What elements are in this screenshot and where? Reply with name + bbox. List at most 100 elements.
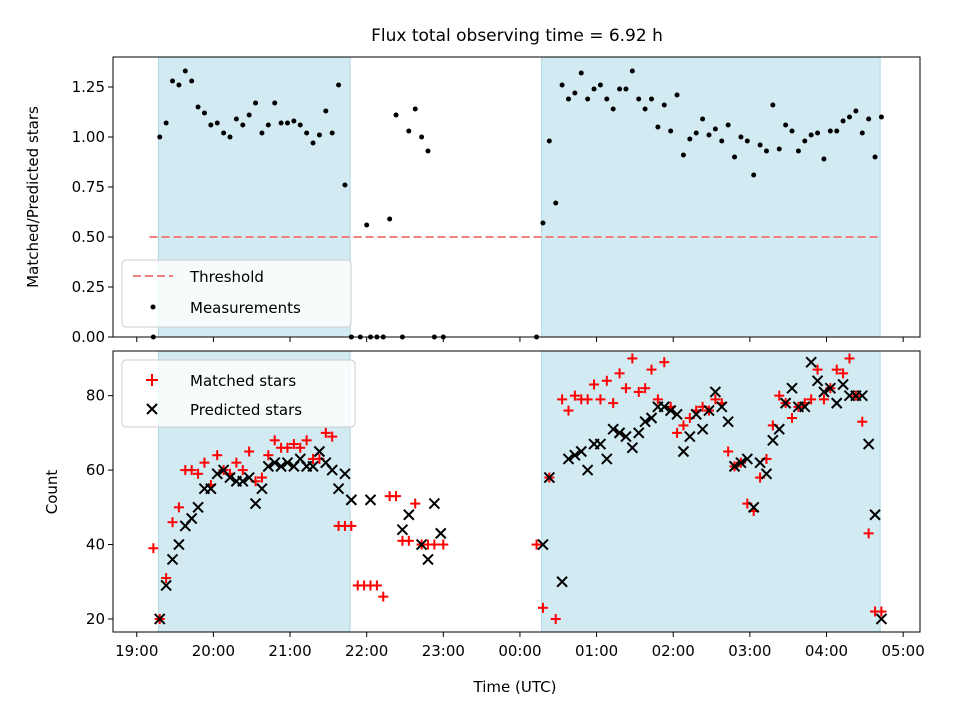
y-tick-label: 0.00: [72, 328, 105, 346]
measurement-point: [693, 130, 699, 136]
matched-star-point: [167, 517, 178, 528]
measurement-point: [253, 100, 259, 106]
measurement-point: [846, 114, 852, 120]
predicted-star-point: [543, 471, 556, 484]
measurement-point: [406, 128, 412, 134]
x-tick-label: 01:00: [575, 642, 618, 660]
bottom-y-axis-label: Count: [43, 470, 61, 515]
matched-star-point: [531, 539, 542, 550]
predicted-star-point: [779, 397, 792, 409]
matched-star-point: [710, 394, 721, 405]
predicted-star-point: [722, 416, 734, 428]
predicted-star-point: [716, 401, 728, 413]
measurement-point: [866, 116, 872, 122]
y-tick-label: 0.25: [72, 278, 105, 296]
matched-star-point: [646, 364, 657, 375]
y-tick-label: 60: [86, 461, 105, 479]
measurement-point: [342, 182, 348, 188]
top-y-axis-label: Matched/Predicted stars: [24, 106, 42, 288]
predicted-star-points: [154, 356, 888, 625]
measurement-point: [757, 142, 763, 148]
matched-star-point: [186, 465, 197, 476]
measurement-point: [559, 82, 565, 88]
measurement-point: [419, 134, 425, 140]
matched-star-point: [595, 394, 606, 405]
predicted-star-point: [307, 460, 319, 473]
matched-star-point: [537, 602, 548, 613]
measurement-point: [182, 68, 188, 74]
bottom-x-ticks: 19:00 20:00 21:00 22:00 23:00 00:00 01:00 02:00…: [115, 632, 925, 660]
matched-star-point: [256, 472, 267, 483]
predicted-star-point: [281, 456, 294, 469]
predicted-star-point: [192, 501, 204, 514]
x-tick-label: 03:00: [728, 642, 771, 660]
matched-star-point: [838, 368, 849, 379]
predicted-star-point: [645, 412, 658, 424]
measurement-point: [170, 78, 176, 84]
matched-star-point: [678, 420, 689, 431]
predicted-star-point: [268, 456, 281, 469]
measurement-point: [808, 132, 814, 138]
x-axis-label: Time (UTC): [473, 678, 557, 696]
matched-star-point: [244, 446, 255, 457]
matched-star-point: [818, 394, 829, 405]
matched-star-point: [320, 427, 331, 438]
matched-star-point: [173, 502, 184, 513]
predicted-star-point: [741, 453, 754, 465]
matched-star-point: [231, 457, 242, 468]
predicted-star-point: [415, 538, 428, 551]
y-tick-label: 80: [86, 387, 105, 405]
measurement-point: [304, 130, 310, 136]
x-tick-label: 02:00: [652, 642, 695, 660]
predicted-star-point: [709, 386, 722, 398]
measurement-point: [700, 116, 706, 122]
measurement-point: [221, 130, 227, 136]
top-legend: Threshold Measurements: [121, 259, 352, 328]
measurement-point: [674, 92, 680, 98]
measurement-point: [751, 172, 757, 178]
y-tick-label: 0.75: [72, 178, 105, 196]
matched-star-point: [569, 390, 580, 401]
measurement-point: [604, 96, 610, 102]
predicted-star-point: [671, 408, 683, 420]
measurement-point: [259, 130, 265, 136]
measurement-point: [163, 120, 169, 126]
measurement-point: [393, 112, 399, 118]
y-tick-label: 20: [86, 610, 105, 628]
measurement-point: [834, 128, 840, 134]
predicted-star-point: [856, 389, 868, 402]
matched-star-point: [844, 353, 855, 364]
x-tick-label: 22:00: [345, 642, 388, 660]
predicted-star-point: [664, 404, 677, 417]
bottom-legend: Matched stars Predicted stars: [121, 359, 356, 428]
predicted-star-point: [364, 494, 377, 506]
measurement-point: [744, 138, 750, 144]
measurement-point: [706, 132, 712, 138]
matched-star-point: [282, 442, 293, 453]
predicted-star-point: [428, 497, 441, 510]
measurement-point: [783, 122, 789, 128]
predicted-star-point: [601, 453, 613, 465]
matched-star-point: [659, 357, 670, 368]
predicted-star-point: [818, 386, 830, 398]
measurement-point: [763, 148, 769, 154]
predicted-star-point: [537, 538, 549, 551]
measurement-point: [265, 122, 271, 128]
predicted-star-point: [811, 375, 824, 387]
matched-star-point: [161, 573, 172, 584]
measurement-point: [668, 128, 674, 134]
predicted-star-point: [249, 497, 262, 510]
measurement-point: [859, 130, 865, 136]
measurement-point: [284, 120, 290, 126]
predicted-legend-swatch: [146, 403, 158, 415]
measurement-point: [553, 200, 559, 206]
matched-star-point: [601, 375, 612, 386]
measurement-point: [597, 82, 603, 88]
matched-star-point: [327, 431, 338, 442]
measurement-point: [540, 220, 546, 226]
predicted-star-point: [173, 538, 185, 551]
predicted-star-point: [339, 468, 351, 480]
matched-star-point: [857, 416, 868, 427]
predicted-star-point: [831, 397, 843, 409]
predicted-star-point: [754, 456, 766, 469]
